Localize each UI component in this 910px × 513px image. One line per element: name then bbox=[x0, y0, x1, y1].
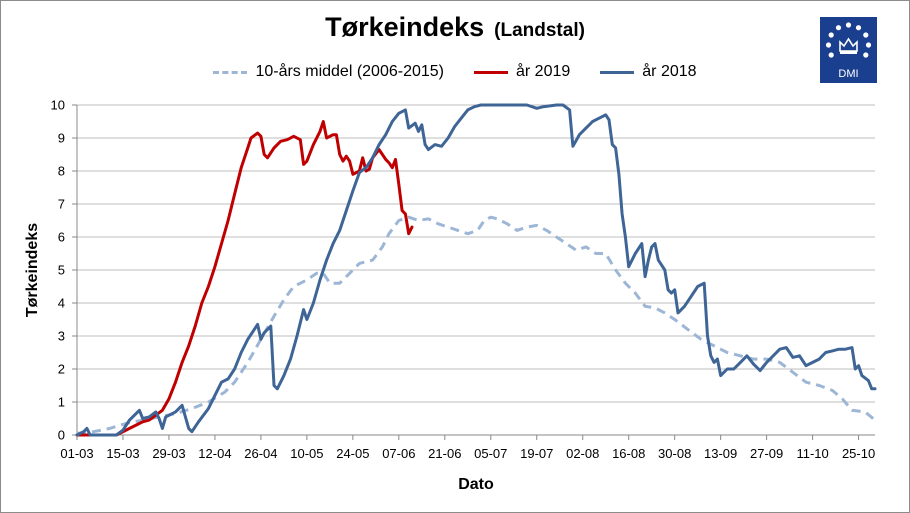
grid bbox=[77, 104, 875, 403]
series-group bbox=[75, 103, 877, 437]
x-tick-label: 19-07 bbox=[520, 446, 553, 461]
dmi-crown-icon: DMI bbox=[825, 22, 872, 80]
x-tick-label: 16-08 bbox=[612, 446, 645, 461]
x-tick-label: 29-03 bbox=[152, 446, 185, 461]
logo-text: DMI bbox=[838, 68, 858, 80]
x-tick-label: 27-09 bbox=[750, 446, 783, 461]
x-tick-label: 12-04 bbox=[198, 446, 231, 461]
x-tick-label: 26-04 bbox=[244, 446, 277, 461]
y-tick-label: 5 bbox=[58, 263, 65, 278]
chart-title-main: Tørkeindeks bbox=[325, 12, 485, 42]
legend-swatch-2018 bbox=[600, 70, 635, 74]
x-tick-label: 10-05 bbox=[290, 446, 323, 461]
legend-swatch-mean bbox=[213, 70, 248, 74]
y-tick-labels: 0 1 2 3 4 5 6 7 8 9 10 bbox=[51, 98, 65, 443]
y-tick-label: 4 bbox=[58, 296, 65, 311]
series-line-2 bbox=[75, 103, 877, 437]
legend-item-mean: 10-års middel (2006-2015) bbox=[213, 63, 444, 81]
legend-label-mean: 10-års middel (2006-2015) bbox=[255, 63, 444, 80]
x-tick-label: 25-10 bbox=[842, 446, 875, 461]
y-tick-label: 7 bbox=[58, 197, 65, 212]
x-tick-label: 01-03 bbox=[60, 446, 93, 461]
y-axis-title: Tørkeindeks bbox=[24, 223, 41, 317]
y-tick-label: 2 bbox=[58, 362, 65, 377]
x-tick-labels: 01-03 15-03 29-03 12-04 26-04 10-05 24-05 07-06… bbox=[60, 446, 875, 461]
y-tick-label: 3 bbox=[58, 329, 65, 344]
logo-dots bbox=[825, 22, 872, 58]
dmi-logo: DMI bbox=[820, 17, 877, 83]
y-tick-label: 10 bbox=[51, 98, 65, 113]
legend-item-2019: år 2019 bbox=[474, 63, 570, 81]
legend-swatch-2019 bbox=[474, 70, 508, 74]
x-tick-label: 05-07 bbox=[474, 446, 507, 461]
x-tick-label: 15-03 bbox=[106, 446, 139, 461]
x-tick-label: 13-09 bbox=[704, 446, 737, 461]
y-tick-label: 9 bbox=[58, 131, 65, 146]
x-axis-title: Dato bbox=[458, 476, 494, 493]
chart-subtitle: (Landstal) bbox=[494, 20, 585, 41]
chart-title: Tørkeindeks (Landstal) bbox=[0, 12, 910, 43]
y-tick-label: 0 bbox=[58, 428, 65, 443]
y-tick-label: 8 bbox=[58, 164, 65, 179]
x-tick-label: 24-05 bbox=[336, 446, 369, 461]
x-tick-label: 07-06 bbox=[382, 446, 415, 461]
legend-label-2018: år 2018 bbox=[642, 63, 697, 80]
x-tick-label: 02-08 bbox=[566, 446, 599, 461]
legend-label-2019: år 2019 bbox=[516, 63, 571, 80]
y-tick-label: 6 bbox=[58, 230, 65, 245]
x-tick-label: 11-10 bbox=[796, 446, 828, 461]
legend: 10-års middel (2006-2015) år 2019 år 201… bbox=[0, 63, 910, 81]
x-tick-label: 21-06 bbox=[428, 446, 461, 461]
x-tick-label: 30-08 bbox=[658, 446, 691, 461]
y-tick-label: 1 bbox=[58, 395, 65, 410]
legend-item-2018: år 2018 bbox=[600, 63, 697, 81]
series-line-0 bbox=[76, 215, 876, 435]
axes bbox=[72, 104, 875, 440]
series-line-1 bbox=[75, 120, 414, 437]
